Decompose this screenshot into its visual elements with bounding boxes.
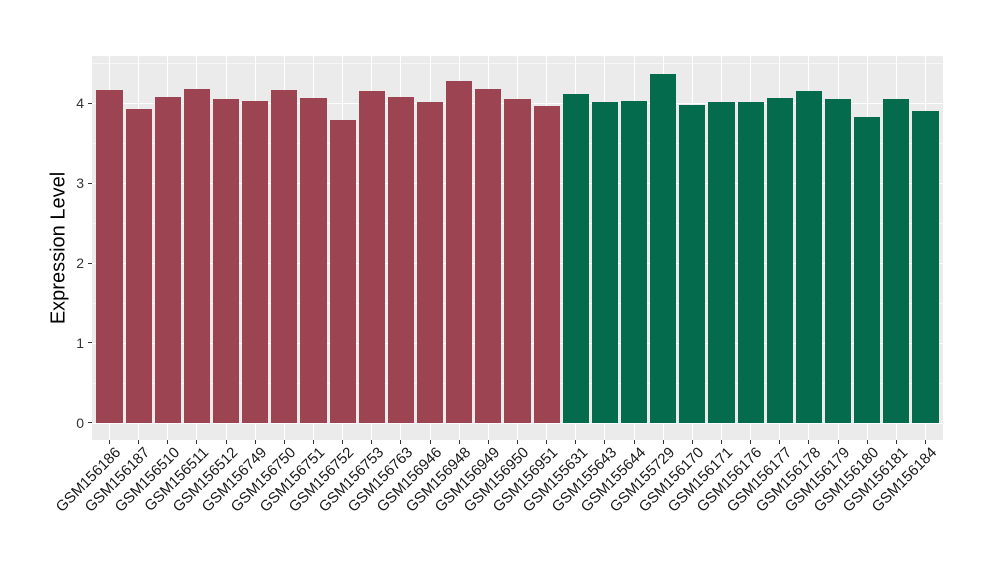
y-tick-label: 0 — [76, 414, 84, 431]
bar-GSM156949 — [475, 88, 502, 423]
x-tick-mark — [866, 440, 868, 444]
bar-GSM156946 — [417, 101, 444, 423]
bar-GSM156951 — [533, 105, 560, 423]
bar-GSM156179 — [825, 98, 852, 423]
y-tick-mark — [88, 262, 92, 264]
x-tick-mark — [283, 440, 285, 444]
x-tick-mark — [371, 440, 373, 444]
y-axis-title: Expression Level — [47, 171, 70, 325]
bar-GSM156752 — [329, 120, 356, 423]
bar-GSM156180 — [854, 116, 881, 423]
bar-GSM155644 — [621, 100, 648, 423]
x-tick-mark — [429, 440, 431, 444]
y-tick-label: 4 — [76, 95, 84, 112]
bar-GSM156753 — [358, 90, 385, 423]
x-tick-mark — [691, 440, 693, 444]
bar-GSM155729 — [650, 73, 677, 423]
x-tick-mark — [633, 440, 635, 444]
x-tick-mark — [895, 440, 897, 444]
bar-GSM155643 — [591, 101, 618, 423]
bar-GSM156751 — [300, 97, 327, 423]
bar-GSM156950 — [504, 99, 531, 423]
y-tick-label: 3 — [76, 175, 84, 192]
bar-GSM156181 — [883, 99, 910, 423]
bar-GSM156948 — [446, 80, 473, 423]
bar-GSM156750 — [271, 89, 298, 423]
x-tick-mark — [138, 440, 140, 444]
bar-GSM156171 — [708, 101, 735, 423]
bar-GSM156512 — [212, 98, 240, 423]
x-tick-mark — [167, 440, 169, 444]
bar-GSM156184 — [912, 111, 939, 423]
x-tick-mark — [575, 440, 577, 444]
bar-GSM156170 — [679, 104, 706, 423]
x-tick-mark — [662, 440, 664, 444]
bar-GSM155631 — [562, 93, 589, 423]
x-tick-mark — [604, 440, 606, 444]
bar-GSM156186 — [96, 89, 123, 423]
x-tick-mark — [458, 440, 460, 444]
y-tick-mark — [88, 422, 92, 424]
y-tick-mark — [88, 182, 92, 184]
y-tick-mark — [88, 342, 92, 344]
x-tick-mark — [342, 440, 344, 444]
x-tick-mark — [779, 440, 781, 444]
x-tick-mark — [109, 440, 110, 444]
x-tick-mark — [925, 440, 926, 444]
x-tick-mark — [400, 440, 402, 444]
x-tick-mark — [808, 440, 810, 444]
y-tick-label: 1 — [76, 334, 84, 351]
x-tick-mark — [750, 440, 752, 444]
x-tick-mark — [517, 440, 518, 444]
y-tick-mark — [88, 102, 92, 104]
x-tick-mark — [313, 440, 314, 444]
x-tick-mark — [837, 440, 839, 444]
bar-GSM156511 — [183, 88, 210, 423]
bar-GSM156763 — [387, 96, 414, 423]
bar-GSM156176 — [737, 101, 764, 423]
bar-GSM156178 — [795, 91, 822, 423]
x-tick-mark — [254, 440, 256, 444]
bar-GSM156177 — [766, 97, 793, 423]
x-tick-mark — [721, 440, 722, 444]
x-tick-mark — [546, 440, 548, 444]
y-tick-label: 2 — [76, 255, 84, 271]
plot-panel — [92, 56, 943, 440]
x-tick-mark — [225, 440, 227, 444]
x-tick-mark — [196, 440, 198, 444]
bar-GSM156187 — [125, 108, 152, 423]
bar-GSM156510 — [154, 96, 181, 423]
x-tick-mark — [487, 440, 489, 444]
bar-GSM156749 — [242, 100, 269, 423]
